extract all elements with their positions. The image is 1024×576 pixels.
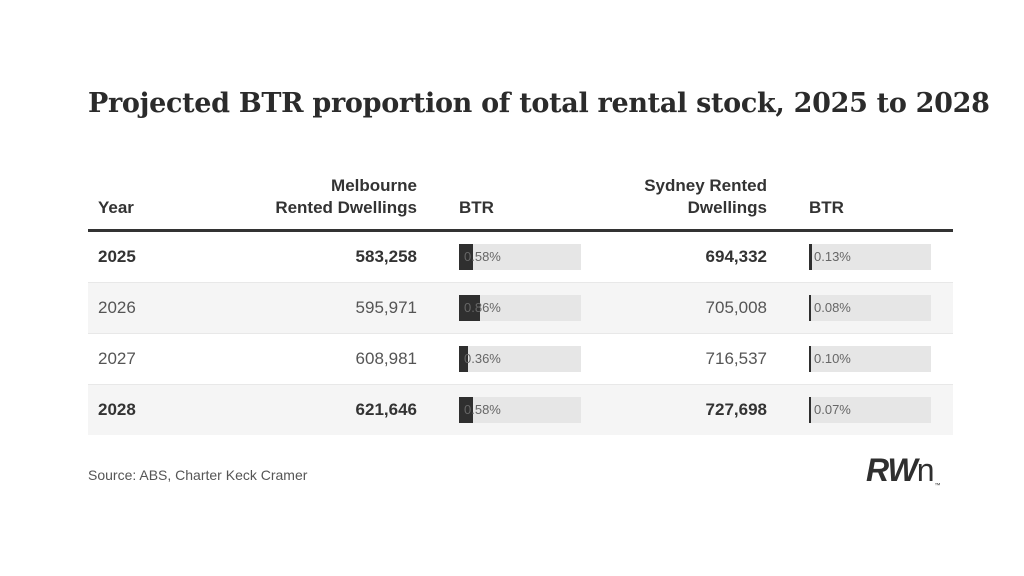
melbourne-btr-bar: 0.36% bbox=[459, 346, 581, 372]
year-cell: 2025 bbox=[98, 247, 136, 266]
melbourne-btr-label: 0.86% bbox=[464, 300, 501, 315]
table-row: 2025 583,258 0.58% 694,332 0.13% bbox=[88, 232, 953, 282]
melbourne-btr-label: 0.58% bbox=[464, 249, 501, 264]
table-body: 2025 583,258 0.58% 694,332 0.13% 2026 595,971 0… bbox=[88, 232, 953, 435]
table-row: 2027 608,981 0.36% 716,537 0.10% bbox=[88, 333, 953, 384]
header-melbourne-line2: Rented Dwellings bbox=[275, 198, 417, 217]
melbourne-btr-bar: 0.58% bbox=[459, 397, 581, 423]
header-btr-melbourne: BTR bbox=[459, 198, 494, 217]
sydney-btr-bar: 0.07% bbox=[809, 397, 931, 423]
table-row: 2028 621,646 0.58% 727,698 0.07% bbox=[88, 384, 953, 435]
header-sydney: Sydney Rented Dwellings bbox=[644, 175, 767, 219]
logo-tm: ™ bbox=[934, 483, 941, 489]
melbourne-rented-cell: 608,981 bbox=[355, 349, 417, 368]
sydney-btr-bar: 0.13% bbox=[809, 244, 931, 270]
header-melbourne: Melbourne Rented Dwellings bbox=[275, 175, 417, 219]
header-melbourne-line1: Melbourne bbox=[331, 176, 417, 195]
logo-tail: n bbox=[916, 452, 935, 488]
sydney-btr-bar: 0.08% bbox=[809, 295, 931, 321]
rwn-logo: RWn™ bbox=[866, 452, 941, 489]
melbourne-rented-cell: 595,971 bbox=[355, 298, 417, 317]
table-row: 2026 595,971 0.86% 705,008 0.08% bbox=[88, 282, 953, 333]
logo-main: RW bbox=[866, 452, 918, 488]
year-cell: 2028 bbox=[98, 400, 136, 419]
year-cell: 2027 bbox=[98, 349, 136, 368]
btr-table: Year Melbourne Rented Dwellings BTR Sydn… bbox=[88, 168, 953, 435]
melbourne-rented-cell: 583,258 bbox=[355, 247, 417, 266]
melbourne-btr-bar-fill bbox=[459, 397, 473, 423]
sydney-btr-label: 0.07% bbox=[814, 402, 851, 417]
melbourne-btr-bar-fill bbox=[459, 346, 468, 372]
melbourne-btr-label: 0.36% bbox=[464, 351, 501, 366]
sydney-btr-bar-fill bbox=[809, 244, 812, 270]
sydney-btr-label: 0.08% bbox=[814, 300, 851, 315]
sydney-rented-cell: 694,332 bbox=[705, 247, 767, 266]
table-header: Year Melbourne Rented Dwellings BTR Sydn… bbox=[88, 168, 953, 232]
sydney-btr-bar: 0.10% bbox=[809, 346, 931, 372]
header-year: Year bbox=[98, 198, 134, 217]
year-cell: 2026 bbox=[98, 298, 136, 317]
sydney-btr-bar-fill bbox=[809, 295, 811, 321]
melbourne-btr-bar-fill bbox=[459, 295, 480, 321]
chart-title: Projected BTR proportion of total rental… bbox=[88, 88, 990, 119]
melbourne-btr-bar: 0.86% bbox=[459, 295, 581, 321]
header-btr-sydney: BTR bbox=[809, 198, 844, 217]
sydney-rented-cell: 727,698 bbox=[705, 400, 767, 419]
sydney-btr-label: 0.13% bbox=[814, 249, 851, 264]
sydney-btr-bar-fill bbox=[809, 346, 811, 372]
melbourne-btr-label: 0.58% bbox=[464, 402, 501, 417]
sydney-rented-cell: 705,008 bbox=[705, 298, 767, 317]
sydney-rented-cell: 716,537 bbox=[705, 349, 767, 368]
sydney-btr-label: 0.10% bbox=[814, 351, 851, 366]
header-sydney-line1: Sydney Rented bbox=[644, 176, 767, 195]
source-note: Source: ABS, Charter Keck Cramer bbox=[88, 467, 308, 483]
melbourne-rented-cell: 621,646 bbox=[355, 400, 417, 419]
sydney-btr-bar-fill bbox=[809, 397, 811, 423]
header-sydney-line2: Dwellings bbox=[687, 198, 767, 217]
melbourne-btr-bar-fill bbox=[459, 244, 473, 270]
melbourne-btr-bar: 0.58% bbox=[459, 244, 581, 270]
